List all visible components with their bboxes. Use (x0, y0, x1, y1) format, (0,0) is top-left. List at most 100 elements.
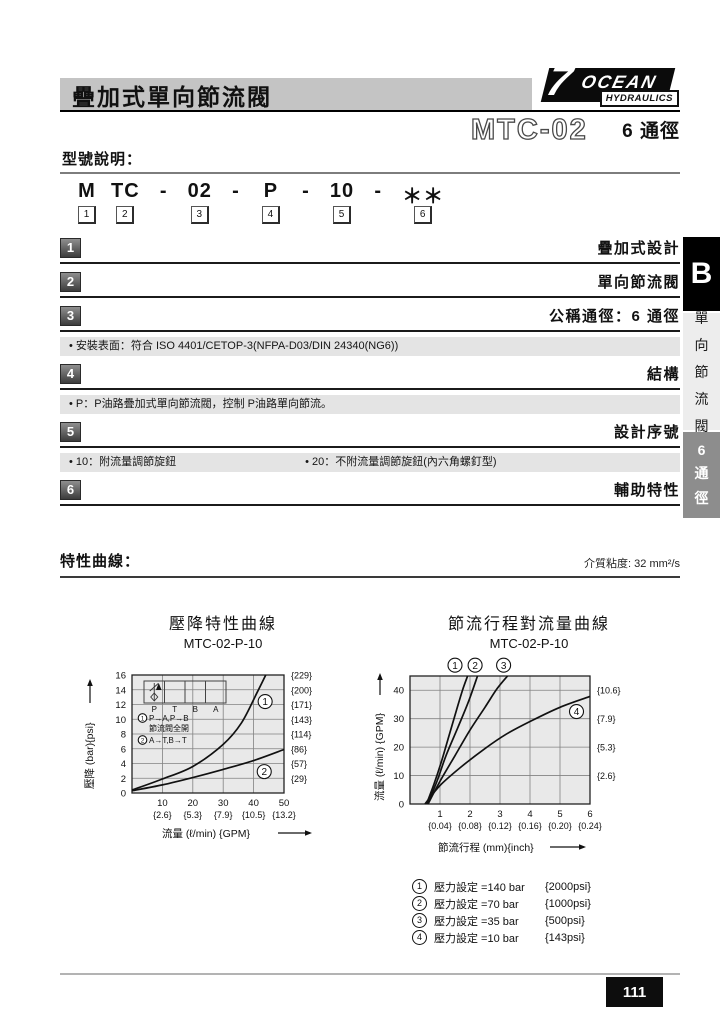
series-marker (257, 693, 273, 710)
model-size: 6 通徑 (622, 120, 680, 142)
model-code-segment-text: 10 (329, 180, 355, 202)
row-title: 單向節流閥 (597, 274, 680, 291)
svg-text:40: 40 (393, 686, 404, 697)
svg-text:1: 1 (437, 809, 442, 820)
model-code-segment: 02 3 (188, 180, 212, 224)
pressure-settings-legend: 1 壓力設定 =140 bar {2000psi} 2 壓力設定 =70 bar {100… (412, 878, 690, 946)
svg-text:{114}: {114} (291, 730, 311, 740)
series-marker (447, 657, 463, 673)
chart-subtitle: MTC-02-P-10 (489, 636, 569, 651)
svg-text:0: 0 (121, 789, 126, 800)
model-header: MTC-02 6 通徑 (280, 113, 680, 145)
curves-section-header: 特性曲線： 介質粘度: 32 mm²/s (60, 550, 680, 571)
curves-rule (60, 576, 680, 578)
model-code-segment-text: - (302, 180, 310, 202)
legend-psi: {500psi} (545, 914, 585, 927)
sidebar-size-char: 通 (694, 465, 709, 481)
svg-text:{7.9}: {7.9} (597, 714, 616, 724)
model-code-segment-text: M (78, 180, 96, 202)
svg-text:3: 3 (497, 809, 502, 820)
series-marker (496, 657, 512, 673)
sidebar-category-char: 閥 (694, 417, 709, 434)
svg-text:{2.6}: {2.6} (597, 771, 616, 781)
legend-label: 壓力設定 =140 bar (434, 881, 525, 894)
svg-text:P: P (152, 705, 157, 714)
svg-text:10: 10 (115, 715, 126, 726)
sidebar-category-char: 流 (694, 390, 709, 407)
charts-area: 壓降特性曲線 MTC-02-P-10 0 2 4 6 8 10 12 14 16 10 {2.6} 2… (78, 610, 690, 946)
svg-text:節流行程 (mm){inch}: 節流行程 (mm){inch} (438, 841, 534, 854)
svg-text:{0.12}: {0.12} (488, 821, 512, 831)
model-code-segment: - (225, 180, 247, 224)
model-section-heading: 型號說明： (62, 151, 143, 168)
svg-text:30: 30 (218, 798, 229, 809)
model-code-segment: - (153, 180, 175, 224)
page-number: 111 (606, 977, 663, 1007)
sidebar-category-char: 單 (694, 309, 709, 326)
svg-text:2: 2 (467, 809, 472, 820)
svg-text:{57}: {57} (291, 759, 307, 769)
svg-text:{143}: {143} (291, 715, 312, 725)
svg-text:10: 10 (393, 771, 404, 782)
legend-mark: 2 (412, 896, 427, 911)
model-code-segment-text: - (232, 180, 240, 202)
chart-subtitle: MTC-02-P-10 (183, 636, 263, 651)
svg-text:{200}: {200} (291, 685, 312, 695)
svg-text:{2.6}: {2.6} (153, 810, 172, 820)
svg-text:{171}: {171} (291, 700, 312, 710)
svg-text:節流閥全開: 節流閥全開 (149, 723, 189, 733)
model-code-segment-text: ＊＊ (402, 186, 445, 208)
sidebar-size-char: 6 (697, 442, 706, 458)
svg-text:20: 20 (188, 798, 199, 809)
stroke-flow-chart: 0102030401{0.04}2{0.08}3{0.12}4{0.16}5{0… (373, 657, 621, 854)
model-code-segment-text: - (374, 180, 382, 202)
row-title: 公稱通徑：6 通徑 (548, 308, 680, 325)
row-title: 設計序號 (613, 424, 680, 441)
row-3-note: • 安裝表面：符合 ISO 4401/CETOP-3(NFPA-D03/DIN … (60, 337, 680, 356)
viscosity-note: 介質粘度: 32 mm²/s (584, 558, 680, 570)
row-5-note-a: • 10：附流量調節旋鈕 (69, 456, 177, 468)
model-code-position-box: 4 (261, 206, 280, 224)
svg-text:{0.20}: {0.20} (548, 821, 572, 831)
svg-text:14: 14 (115, 685, 126, 696)
sidebar-section-tab: B (683, 237, 720, 311)
svg-text:A: A (213, 705, 219, 714)
model-code-position-box: 1 (78, 206, 96, 224)
model-code-breakdown: M 1 TC 2-02 3- P 4-10 5- ＊＊ 6 (76, 180, 444, 224)
row-number-badge: 2 (60, 271, 81, 292)
legend-row: 3 壓力設定 =35 bar {500psi} (412, 912, 690, 929)
logo-subtitle: HYDRAULICS (599, 90, 679, 107)
svg-text:20: 20 (393, 743, 404, 754)
svg-text:P→A,P→B: P→A,P→B (149, 714, 189, 723)
curve-2 (426, 675, 479, 805)
stroke-flow-chart-block: 節流行程對流量曲線 MTC-02-P-10 0 10 20 30 40 1 {0.04} 2{… (368, 610, 690, 946)
svg-text:4: 4 (574, 707, 580, 718)
svg-text:{10.5}: {10.5} (242, 810, 266, 820)
curves-heading: 特性曲線： (60, 553, 141, 570)
svg-text:{0.24}: {0.24} (578, 821, 602, 831)
model-row-2: 2 單向節流閥 (60, 271, 680, 298)
svg-text:50: 50 (279, 798, 290, 809)
model-rows: 1 疊加式設計 2 單向節流閥 3 公稱通徑：6 通徑 • 安裝表面：符合 IS… (60, 230, 680, 506)
row-title: 疊加式設計 (597, 240, 680, 257)
legend-row: 1 壓力設定 =140 bar {2000psi} (412, 878, 690, 895)
svg-text:{0.16}: {0.16} (518, 821, 542, 831)
sidebar-category-char: 向 (694, 336, 709, 353)
legend-label: 壓力設定 =10 bar (434, 932, 519, 945)
legend-mark: 1 (412, 879, 427, 894)
model-row-3: 3 公稱通徑：6 通徑 (60, 305, 680, 332)
pressure-drop-chart: 024681012141610{2.6}20{5.3}30{7.9}40{10.… (83, 671, 312, 841)
series-marker (568, 704, 585, 720)
legend-row: 4 壓力設定 =10 bar {143psi} (412, 929, 690, 946)
svg-text:{86}: {86} (291, 744, 307, 754)
svg-text:4: 4 (121, 759, 126, 770)
svg-text:1: 1 (452, 661, 458, 672)
svg-text:流量 (ℓ/min) {GPM}: 流量 (ℓ/min) {GPM} (373, 713, 386, 801)
legend-label: 壓力設定 =35 bar (434, 915, 519, 928)
curve-1 (131, 674, 267, 791)
svg-text:{7.9}: {7.9} (214, 810, 233, 820)
svg-text:0: 0 (399, 800, 404, 811)
row-number-badge: 1 (60, 237, 81, 258)
svg-text:2: 2 (121, 774, 126, 785)
sidebar-category-tab: 單向節流閥 (683, 310, 720, 434)
